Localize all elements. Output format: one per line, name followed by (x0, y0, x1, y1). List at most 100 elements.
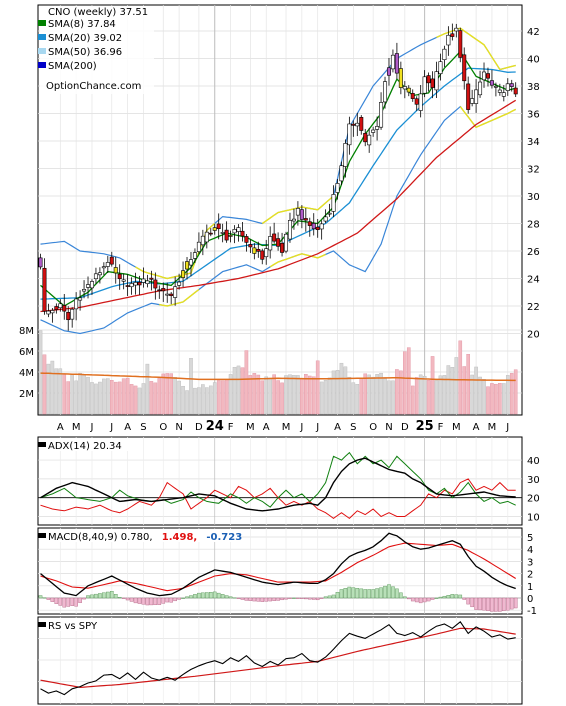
macd-tick-label: 5 (527, 533, 533, 544)
month-tick-label: J (299, 422, 303, 433)
candle-body (303, 218, 308, 221)
macd-histogram-bar (343, 588, 348, 599)
candle-body (117, 273, 122, 280)
macd-histogram-bar (236, 597, 241, 599)
candle-body (505, 83, 510, 91)
macd-histogram-bar (284, 597, 288, 600)
macd-histogram-bar (458, 594, 463, 599)
rs-panel: RS vs SPY (37, 616, 523, 705)
macd-signal-value: -0.723 (206, 532, 242, 543)
volume-bar (395, 369, 399, 415)
adx-tick-label: 10 (527, 512, 540, 523)
macd-histogram-bar (208, 592, 213, 599)
macd-histogram-bar (513, 597, 518, 609)
candle-body (62, 305, 67, 312)
candle-body (489, 80, 494, 86)
macd-histogram-bar (490, 597, 494, 612)
candle-body (414, 98, 419, 105)
candle-body (434, 71, 439, 91)
volume-bar (490, 383, 494, 415)
volume-bar (90, 382, 94, 415)
bollinger-upper-highlight (436, 27, 516, 71)
candle-body (402, 86, 407, 90)
macd-histogram-bar (509, 597, 514, 610)
legend-sma20: SMA(20) 39.02 (38, 33, 122, 44)
candle-body (232, 229, 237, 234)
month-tick-label: D (195, 422, 203, 433)
macd-histogram-bar (121, 597, 126, 599)
candle-body (244, 236, 249, 243)
macd-title: MACD(8,40,9) 0.780, 1.498, -0.723 (48, 532, 242, 543)
month-tick-label: M (282, 422, 291, 433)
candle-body (93, 273, 98, 280)
candle-body (145, 280, 150, 284)
macd-histogram-bar (311, 597, 316, 600)
macd-histogram-bar (307, 597, 312, 600)
macd-histogram-bar (54, 597, 59, 604)
candle-body (192, 252, 197, 259)
legend-label-sma200: SMA(200) (48, 61, 97, 72)
month-tick-label: 24 (206, 419, 224, 434)
candle-body (89, 281, 94, 289)
macd-histogram-bar (165, 597, 170, 603)
macd-line (40, 532, 516, 597)
chart-title: CNO (weekly) 37.51 (48, 7, 148, 18)
candle-body (46, 310, 51, 315)
price-axis: 42 40 38 36 34 32 30 28 26 24 22 20 (527, 27, 540, 341)
macd-histogram-bar (323, 596, 328, 599)
volume-bar (149, 381, 154, 415)
volume-bar (224, 379, 229, 415)
macd-histogram-bar (193, 594, 197, 599)
macd-histogram-bar (410, 597, 415, 602)
macd-histogram-bar (434, 597, 439, 599)
macd-histogram-bar (391, 586, 395, 599)
macd-histogram-bar (482, 597, 486, 611)
macd-panel: 543 210-1 MACD(8,40,9) 0.780, 1.498, -0.7… (37, 527, 537, 617)
volume-bar (403, 351, 407, 415)
volume-bar (454, 357, 459, 415)
legend-swatch-sma200 (38, 62, 46, 68)
volume-bar (38, 330, 43, 415)
volume-bar (94, 383, 98, 415)
volume-bar (216, 380, 221, 415)
volume-bar (260, 380, 265, 415)
month-tick-label: S (350, 422, 356, 433)
candle-body (446, 34, 451, 46)
price-tick-label: 22 (527, 302, 540, 313)
macd-histogram-bar (319, 597, 324, 599)
month-tick-label: M (246, 422, 255, 433)
legend-swatch-sma20 (38, 34, 46, 40)
volume-bar (426, 380, 431, 415)
macd-histogram-bar (102, 592, 106, 599)
candle-body (284, 233, 289, 252)
macd-histogram-bar (466, 597, 470, 605)
volume-bar (42, 354, 47, 415)
sma50-line (40, 99, 517, 313)
volume-bar (256, 374, 261, 415)
volume-bar (62, 373, 67, 415)
volume-bar (375, 374, 379, 415)
candle-body (272, 233, 277, 242)
macd-histogram-bar (141, 597, 146, 605)
rs-grid (38, 617, 522, 704)
candle-body (331, 194, 336, 212)
candle-body (276, 238, 281, 247)
candle-body (208, 232, 213, 235)
price-tick-label: 28 (527, 220, 540, 231)
candle-body (204, 231, 209, 243)
volume-tick-label: 2M (19, 389, 34, 400)
macd-histogram-bar (395, 588, 399, 599)
macd-histogram-bar (339, 589, 344, 599)
candle-body (105, 262, 110, 267)
macd-histogram-bar (228, 596, 233, 599)
candle-body (240, 230, 245, 237)
candle-body (220, 232, 225, 234)
macd-histogram-bar (450, 594, 455, 599)
adx-grid (38, 437, 522, 525)
macd-histogram-bar (58, 597, 63, 606)
volume-bar (113, 381, 118, 415)
volume-bar (102, 378, 106, 415)
price-tick-label: 26 (527, 247, 540, 258)
candle-body (149, 277, 154, 280)
candle-body (129, 283, 134, 288)
